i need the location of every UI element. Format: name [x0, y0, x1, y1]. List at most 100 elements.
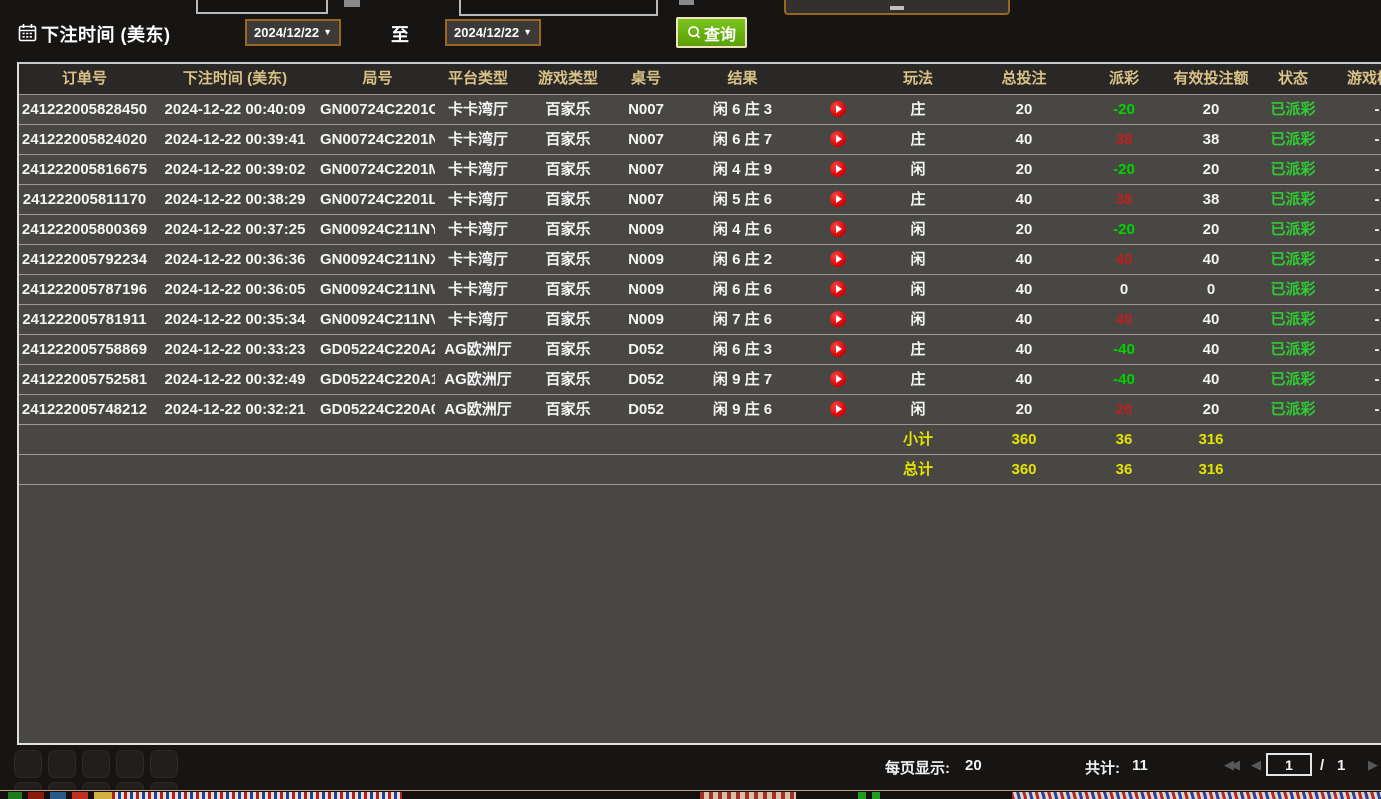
column-header-12: 有效投注额 — [1173, 70, 1249, 87]
game-type-cell: 百家乐 — [545, 101, 591, 118]
game-mode-cell: - — [1374, 191, 1380, 208]
play-triangle-icon — [836, 404, 842, 413]
total-bet-cell: 40 — [1015, 131, 1033, 148]
order-id-cell: 241222005787196 — [21, 281, 148, 298]
background-remnant — [48, 750, 76, 778]
play-video-icon[interactable] — [830, 100, 846, 117]
play-triangle-icon — [836, 224, 842, 233]
play-video-icon[interactable] — [830, 220, 846, 237]
valid-bet-cell: 38 — [1202, 131, 1220, 148]
search-icon — [688, 26, 701, 39]
table-row: 241222005787196 2024-12-22 00:36:05 GN00… — [19, 274, 1381, 304]
game-mode-cell: - — [1374, 281, 1380, 298]
status-cell: 已派彩 — [1270, 341, 1316, 358]
table-row: 241222005800369 2024-12-22 00:37:25 GN00… — [19, 214, 1381, 244]
page-number-input[interactable] — [1266, 753, 1312, 776]
table-row: 241222005752581 2024-12-22 00:32:49 GD05… — [19, 364, 1381, 394]
round-id-cell: GN00924C211NY — [320, 221, 435, 238]
bet-time-label: 下注时间 (美东) — [41, 25, 171, 45]
subtotal-row: 小计 360 36 316 — [19, 424, 1381, 454]
round-id-cell: GN00724C2201O — [320, 101, 435, 118]
first-page-icon[interactable]: ◀◀ — [1224, 757, 1240, 772]
game-mode-cell: - — [1374, 101, 1380, 118]
game-type-cell: 百家乐 — [545, 191, 591, 208]
platform-cell: 卡卡湾厅 — [447, 251, 508, 268]
cropped-checkbox-2[interactable] — [679, 0, 694, 5]
platform-cell: AG欧洲厅 — [444, 341, 512, 358]
round-id-cell: GD05224C220A1 — [320, 371, 435, 388]
total-bet-cell: 40 — [1015, 281, 1033, 298]
pagination-bar: 每页显示: 20 共计: 11 ◀◀ ◀ / 1 ▶ — [0, 747, 1381, 790]
valid-bet-cell: 38 — [1202, 191, 1220, 208]
payout-cell: 38 — [1115, 131, 1133, 148]
table-no-cell: N007 — [628, 161, 664, 178]
next-page-icon[interactable]: ▶ — [1368, 757, 1378, 772]
play-video-icon[interactable] — [830, 130, 846, 147]
game-type-cell: 百家乐 — [545, 401, 591, 418]
game-mode-cell: - — [1374, 371, 1380, 388]
result-cell: 闲 5 庄 6 — [712, 191, 773, 208]
subtotal-label: 小计 — [902, 431, 933, 448]
per-page-label: 每页显示: — [885, 760, 950, 777]
table-no-cell: D052 — [628, 401, 664, 418]
background-remnant — [82, 750, 110, 778]
total-bet-cell: 40 — [1015, 311, 1033, 328]
valid-bet-cell: 40 — [1202, 371, 1220, 388]
round-id-cell: GN00724C2201L — [320, 191, 435, 208]
platform-cell: 卡卡湾厅 — [447, 311, 508, 328]
cropped-dropdown[interactable] — [784, 0, 1010, 15]
table-row: 241222005816675 2024-12-22 00:39:02 GN00… — [19, 154, 1381, 184]
play-type-cell: 庄 — [910, 101, 926, 118]
game-mode-cell: - — [1374, 131, 1380, 148]
background-game-icons — [8, 792, 112, 799]
replay-cell — [808, 335, 868, 364]
play-triangle-icon — [836, 254, 842, 263]
cropped-checkbox[interactable] — [344, 0, 360, 7]
play-video-icon[interactable] — [830, 400, 846, 417]
round-id-cell: GD05224C220A2 — [320, 341, 435, 358]
platform-cell: 卡卡湾厅 — [447, 101, 508, 118]
status-cell: 已派彩 — [1270, 371, 1316, 388]
play-video-icon[interactable] — [830, 190, 846, 207]
date-from-select[interactable]: 2024/12/22 ▼ — [245, 19, 341, 46]
play-video-icon[interactable] — [830, 160, 846, 177]
bet-time-cell: 2024-12-22 00:39:41 — [164, 131, 306, 148]
payout-cell: 20 — [1115, 401, 1133, 418]
play-triangle-icon — [836, 284, 842, 293]
date-to-select[interactable]: 2024/12/22 ▼ — [445, 19, 541, 46]
to-label: 至 — [391, 25, 409, 45]
play-type-cell: 闲 — [910, 221, 926, 238]
play-video-icon[interactable] — [830, 250, 846, 267]
platform-cell: 卡卡湾厅 — [447, 221, 508, 238]
page-total: 1 — [1337, 757, 1346, 774]
prev-page-icon[interactable]: ◀ — [1251, 757, 1261, 772]
order-id-cell: 241222005800369 — [21, 221, 148, 238]
valid-bet-cell: 20 — [1202, 101, 1220, 118]
valid-bet-cell: 20 — [1202, 221, 1220, 238]
background-roadmap-diagonal — [1012, 792, 1381, 799]
game-type-cell: 百家乐 — [545, 251, 591, 268]
grand-total-row: 总计 360 36 316 — [19, 454, 1381, 484]
valid-bet-cell: 40 — [1202, 341, 1220, 358]
column-header-11: 派彩 — [1108, 70, 1139, 87]
query-button[interactable]: 查询 — [676, 17, 747, 48]
column-header-10: 总投注 — [1001, 70, 1047, 87]
cropped-text-input-2[interactable] — [459, 0, 658, 16]
background-remnant — [116, 750, 144, 778]
result-cell: 闲 6 庄 2 — [712, 251, 773, 268]
table-row: 241222005828450 2024-12-22 00:40:09 GN00… — [19, 94, 1381, 124]
calendar-icon — [18, 24, 37, 42]
play-video-icon[interactable] — [830, 340, 846, 357]
valid-bet-cell: 20 — [1202, 161, 1220, 178]
play-video-icon[interactable] — [830, 280, 846, 297]
play-video-icon[interactable] — [830, 310, 846, 327]
result-cell: 闲 9 庄 6 — [712, 401, 773, 418]
cropped-text-input[interactable] — [196, 0, 328, 14]
replay-cell — [808, 305, 868, 334]
total-bet-cell: 20 — [1015, 101, 1033, 118]
valid-bet-cell: 40 — [1202, 251, 1220, 268]
play-triangle-icon — [836, 314, 842, 323]
play-video-icon[interactable] — [830, 370, 846, 387]
query-button-label: 查询 — [703, 26, 736, 44]
result-cell: 闲 4 庄 9 — [712, 161, 773, 178]
